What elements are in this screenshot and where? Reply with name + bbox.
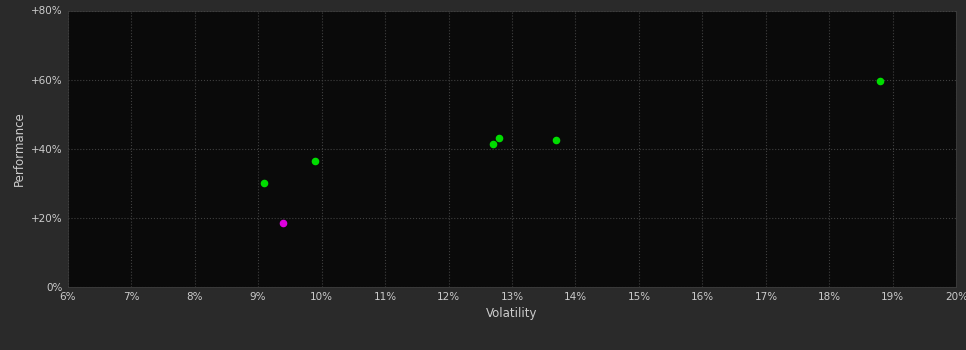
Point: [257, 181, 272, 186]
Point: [492, 135, 507, 141]
Point: [549, 137, 564, 143]
Point: [307, 158, 323, 164]
Point: [872, 78, 888, 84]
X-axis label: Volatility: Volatility: [486, 307, 538, 320]
Y-axis label: Performance: Performance: [13, 111, 25, 186]
Point: [275, 220, 291, 226]
Point: [485, 141, 500, 146]
